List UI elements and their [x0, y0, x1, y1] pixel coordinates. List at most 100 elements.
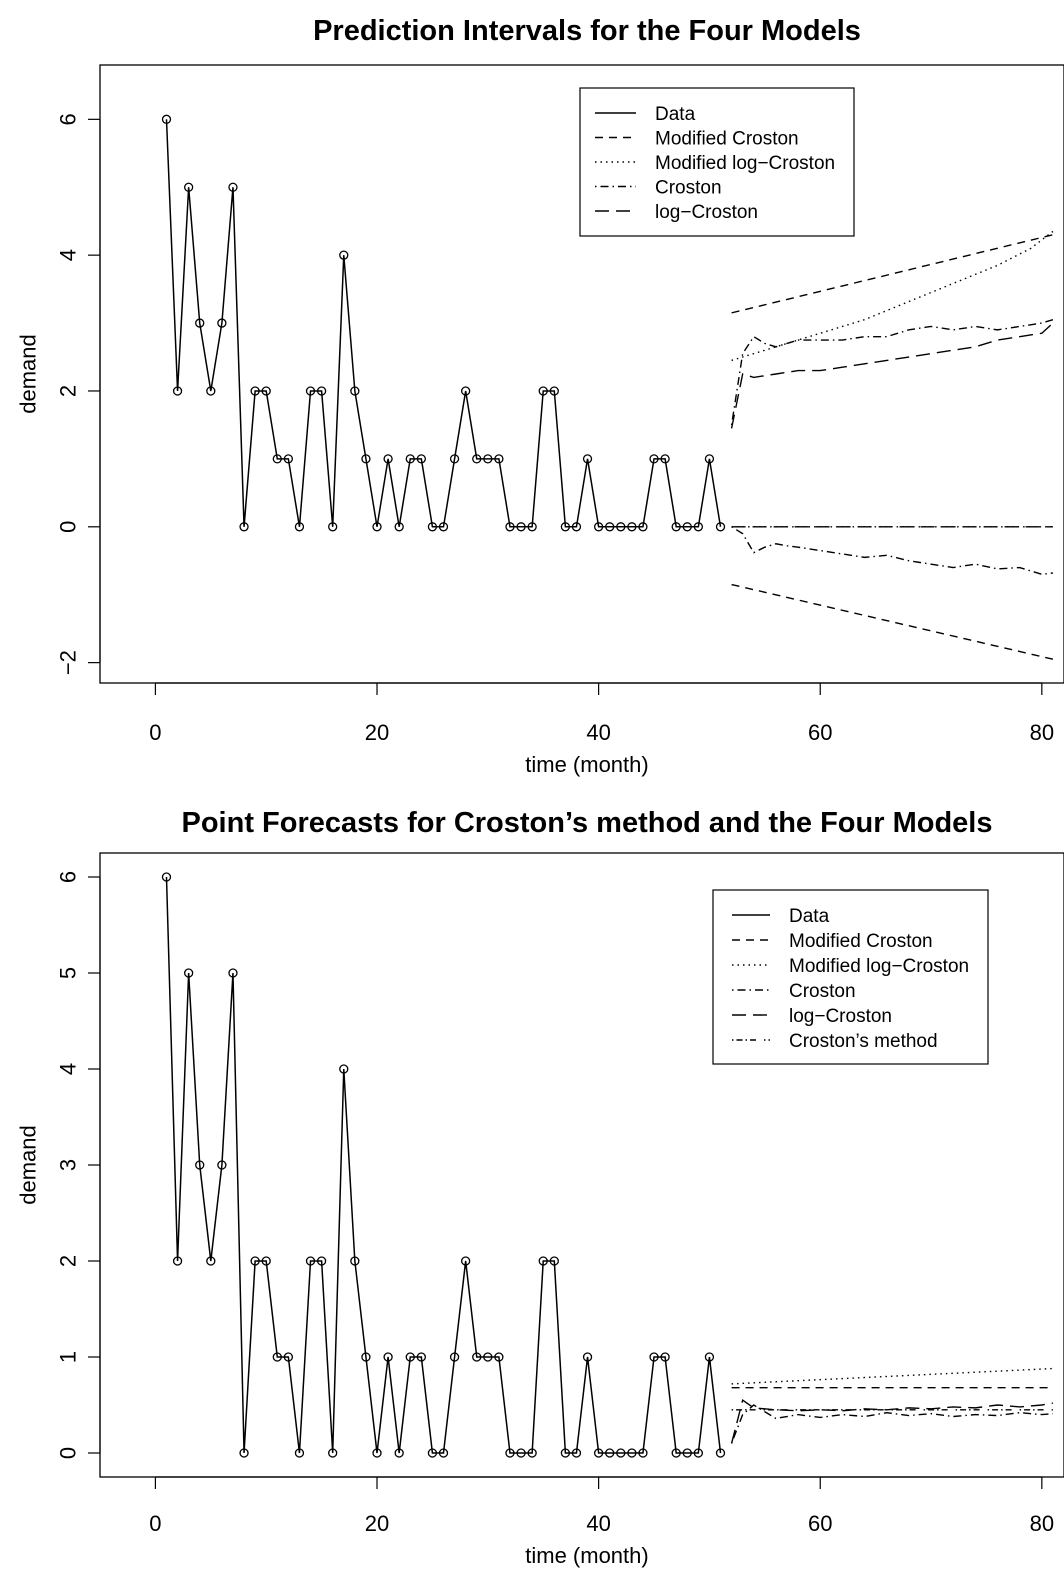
- data-point: [228, 968, 238, 978]
- chart-title: Prediction Intervals for the Four Models: [313, 15, 861, 47]
- data-point: [549, 386, 559, 396]
- chart-panel-1: Prediction Intervals for the Four Models…: [16, 15, 1064, 777]
- data-point: [638, 522, 648, 532]
- data-point: [627, 1448, 637, 1458]
- data-point: [605, 522, 615, 532]
- data-point: [250, 386, 260, 396]
- data-point: [704, 1352, 715, 1362]
- plot-area: [161, 114, 1054, 660]
- series-croston-upper: [730, 319, 1054, 426]
- data-point: [715, 522, 726, 532]
- data-point: [483, 454, 493, 464]
- data-point: [538, 386, 548, 396]
- series-modified-croston-lower: [731, 583, 1054, 660]
- series-modified-log-croston-line: [731, 1367, 1053, 1385]
- data-point: [372, 1448, 382, 1458]
- data-point: [671, 1448, 681, 1458]
- data-point: [261, 386, 271, 396]
- legend-label: Modified Croston: [655, 129, 799, 150]
- data-point: [228, 182, 238, 192]
- legend-label: Data: [789, 906, 830, 927]
- data-point: [715, 1448, 726, 1458]
- y-tick-label: 1: [56, 1351, 81, 1363]
- data-point: [449, 1352, 460, 1362]
- y-tick-label: 6: [56, 113, 81, 125]
- legend-label: Modified log−Croston: [655, 153, 835, 174]
- data-point: [704, 454, 715, 464]
- data-point: [305, 1256, 316, 1266]
- y-tick-label: 0: [56, 1447, 81, 1459]
- data-point: [272, 454, 282, 464]
- data-point: [394, 522, 404, 532]
- legend-label: log−Croston: [655, 202, 758, 223]
- series-log-croston-line: [730, 1399, 1054, 1444]
- data-point: [671, 522, 681, 532]
- legend: Data Modified Croston Modified log−Croston…: [712, 889, 989, 1065]
- data-point: [472, 454, 482, 464]
- data-point: [294, 522, 305, 532]
- data-point: [627, 522, 637, 532]
- data-point: [339, 250, 349, 260]
- chart-title: Point Forecasts for Croston’s method and…: [182, 807, 993, 839]
- data-point: [172, 386, 183, 396]
- y-tick-label: 5: [56, 967, 81, 979]
- data-point: [239, 1448, 249, 1458]
- legend-label: Data: [655, 104, 696, 125]
- legend-label: Croston’s method: [789, 1031, 938, 1052]
- data-point: [427, 522, 438, 532]
- data-point: [283, 1352, 294, 1362]
- x-tick-label: 80: [1030, 1511, 1054, 1536]
- data-point: [316, 386, 327, 396]
- data-point: [372, 522, 382, 532]
- data-point: [483, 1352, 493, 1362]
- data-point: [361, 1352, 371, 1362]
- data-point: [461, 1256, 471, 1266]
- legend-label: Croston: [789, 981, 856, 1002]
- data-point: [582, 1352, 593, 1362]
- legend-box: [712, 889, 989, 1065]
- chart-panel-2: Point Forecasts for Croston’s method and…: [16, 807, 1064, 1568]
- data-point: [616, 1448, 626, 1458]
- y-tick-label: −2: [56, 650, 81, 675]
- y-axis-label: demand: [16, 334, 41, 414]
- data-point: [305, 386, 316, 396]
- y-axis-label: demand: [16, 1125, 41, 1205]
- series-data-line: [165, 876, 722, 1454]
- data-point: [649, 454, 659, 464]
- x-tick-label: 20: [365, 720, 389, 745]
- data-point: [527, 1448, 537, 1458]
- y-tick-label: 2: [56, 1255, 81, 1267]
- data-point: [505, 1448, 515, 1458]
- data-point: [383, 454, 393, 464]
- series-croston-line: [730, 1404, 1053, 1444]
- plot-area: [161, 872, 1054, 1458]
- data-point: [195, 318, 205, 328]
- y-tick-label: 4: [56, 249, 81, 261]
- data-point: [183, 182, 194, 192]
- data-point: [427, 1448, 438, 1458]
- data-point: [582, 454, 593, 464]
- data-point: [472, 1352, 482, 1362]
- data-point: [239, 522, 249, 532]
- data-point: [217, 1160, 227, 1170]
- data-point: [206, 386, 216, 396]
- data-point: [549, 1256, 559, 1266]
- data-point: [494, 1352, 504, 1362]
- data-point: [593, 522, 604, 532]
- data-point: [516, 522, 526, 532]
- x-tick-label: 60: [808, 720, 832, 745]
- data-point: [682, 1448, 692, 1458]
- data-point: [638, 1448, 648, 1458]
- data-point: [405, 454, 415, 464]
- x-tick-label: 80: [1030, 720, 1054, 745]
- series-modified-croston-upper: [731, 234, 1054, 314]
- data-point: [527, 522, 537, 532]
- data-point: [649, 1352, 659, 1362]
- series-log-croston-upper: [730, 322, 1054, 429]
- data-point: [494, 454, 504, 464]
- data-point: [195, 1160, 205, 1170]
- data-point: [361, 454, 371, 464]
- x-tick-label: 40: [586, 1511, 610, 1536]
- data-point: [438, 1448, 449, 1458]
